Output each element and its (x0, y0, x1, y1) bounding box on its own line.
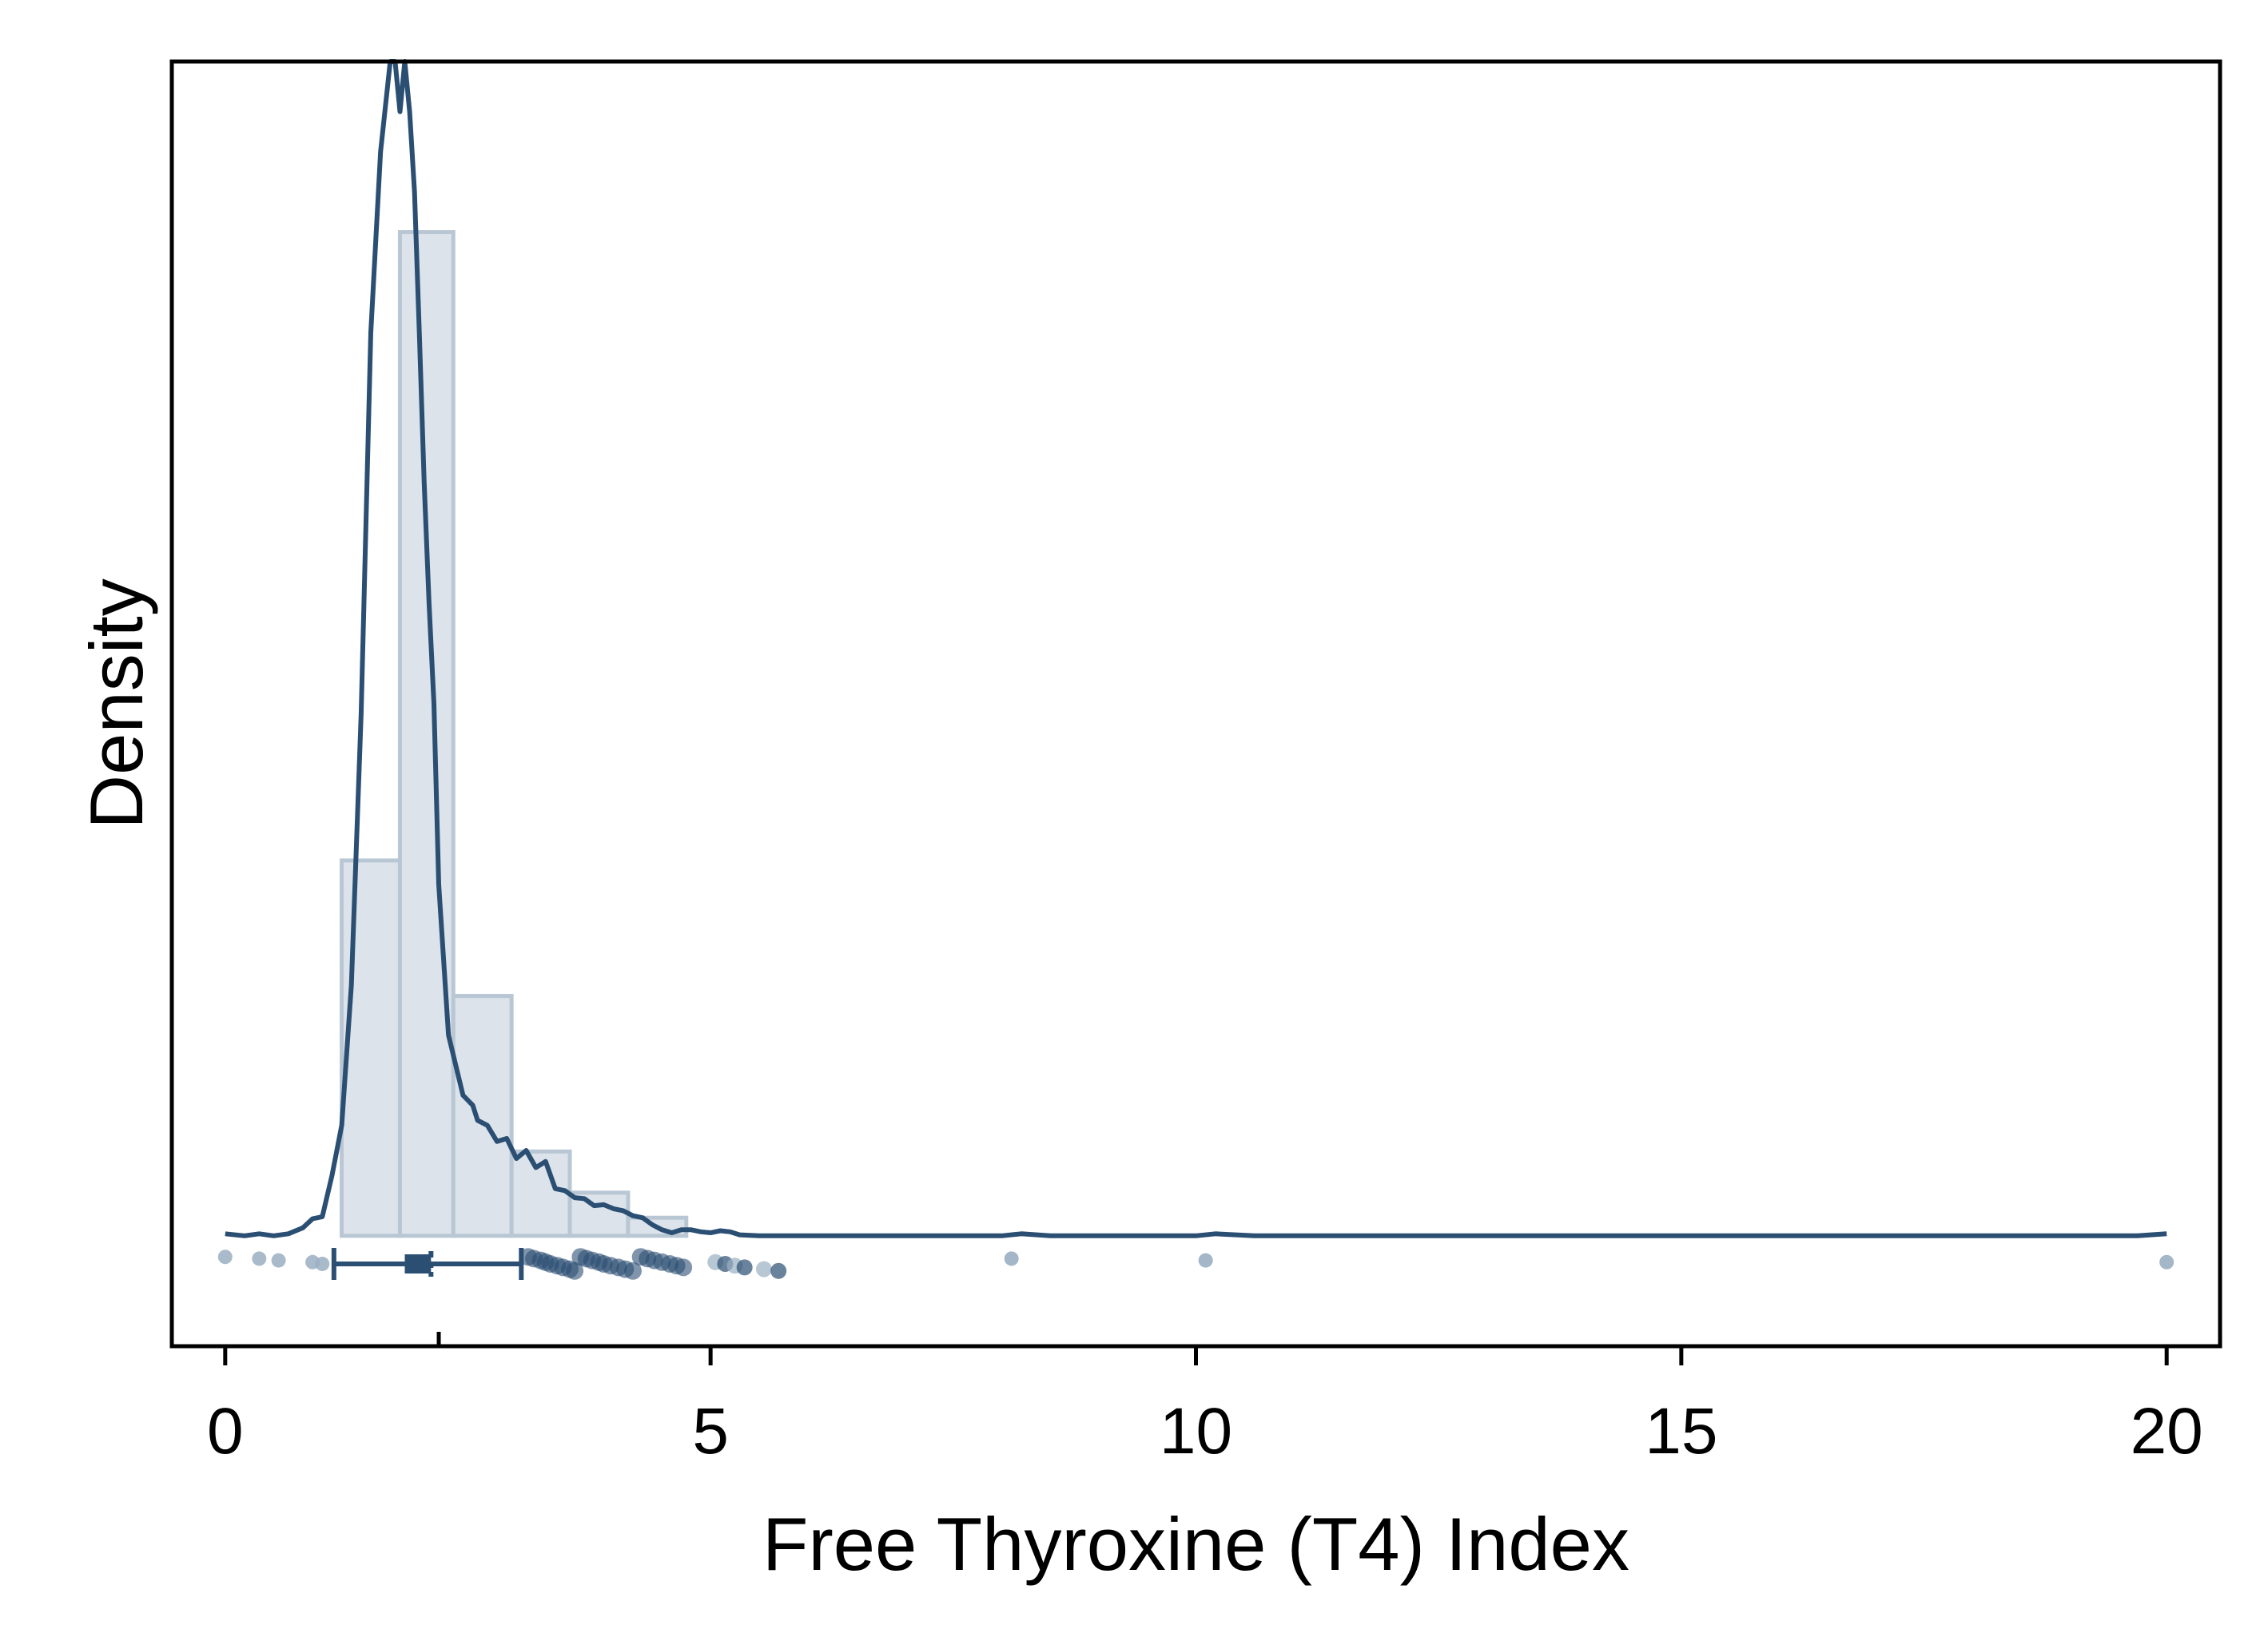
histogram-bar (340, 858, 402, 1238)
outlier-point (271, 1253, 286, 1268)
x-tick-label: 15 (1645, 1395, 1717, 1468)
outlier-point (217, 1250, 233, 1265)
histogram-bar (451, 994, 514, 1238)
upper-point (736, 1259, 753, 1276)
upper-point (674, 1258, 693, 1277)
x-axis: 0 5 10 15 20 (207, 1332, 2203, 1468)
histogram-bars (340, 230, 689, 1238)
x-axis-title: Free Thyroxine (T4) Index (762, 1502, 1629, 1586)
upper-point (566, 1262, 584, 1280)
y-axis-title: Density (74, 578, 158, 828)
x-tick-label: 20 (2131, 1395, 2203, 1468)
density-curve (225, 59, 2167, 1238)
jitter-points (217, 1248, 2174, 1280)
outlier-point (1198, 1253, 1213, 1268)
upper-point (770, 1262, 787, 1279)
x-tick-label: 5 (692, 1395, 729, 1468)
outlier-point (1004, 1251, 1019, 1266)
upper-point (623, 1262, 642, 1280)
upper-point (755, 1261, 772, 1277)
boxplot (331, 1247, 524, 1280)
histogram-bar (397, 230, 456, 1238)
outlier-point (315, 1256, 330, 1271)
x-tick-label: 0 (207, 1395, 244, 1468)
x-tick-label: 10 (1160, 1395, 1232, 1468)
box-body (404, 1254, 432, 1274)
outlier-point (2159, 1254, 2174, 1270)
outlier-point (252, 1251, 267, 1266)
